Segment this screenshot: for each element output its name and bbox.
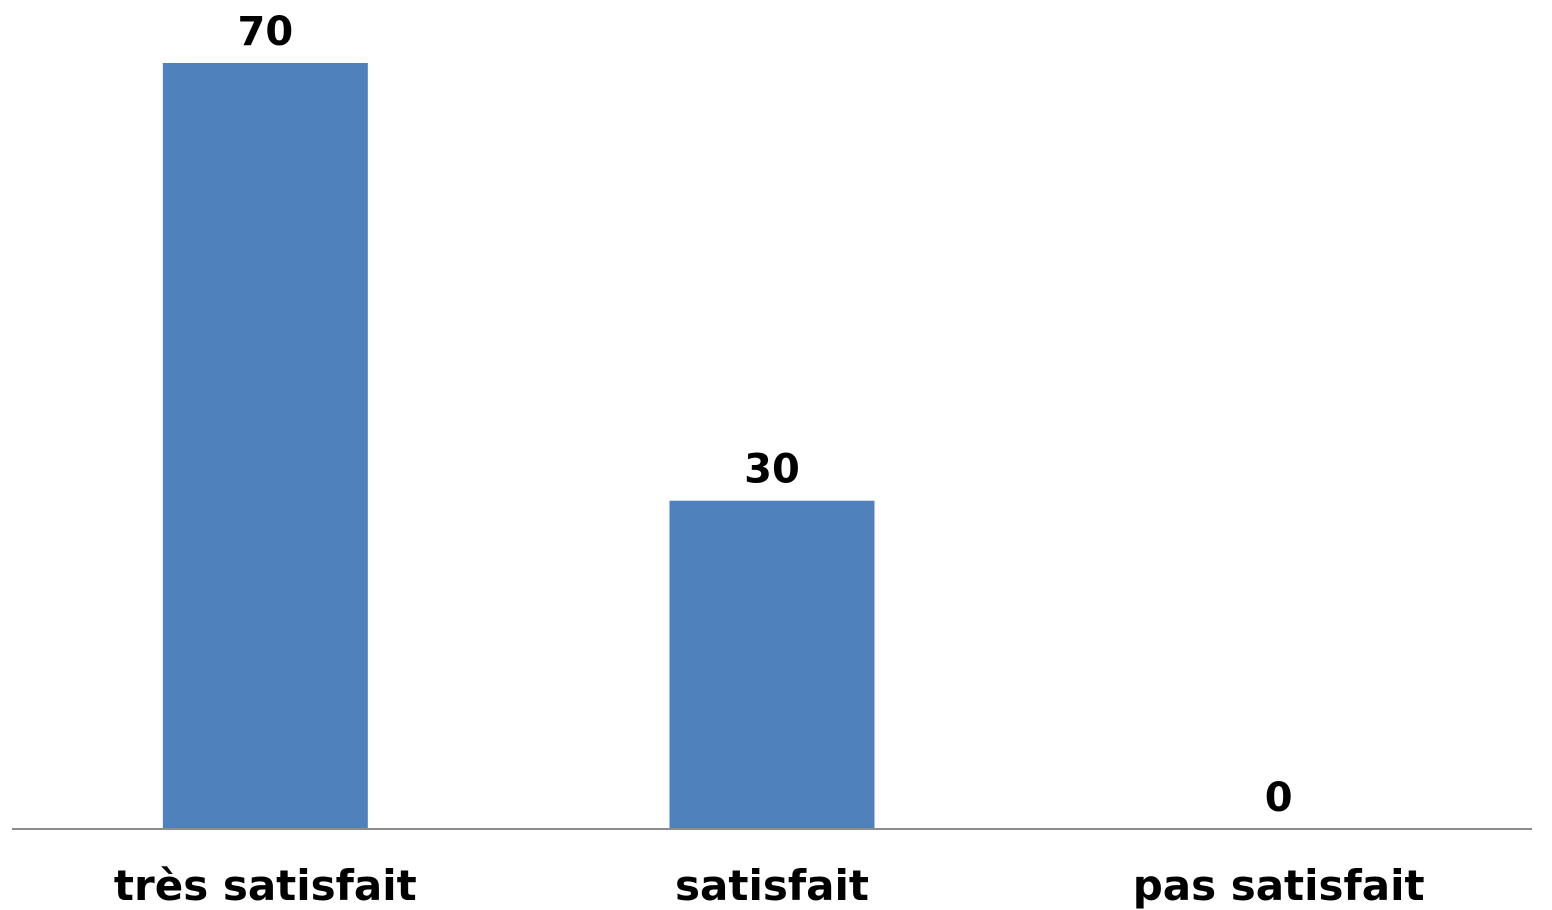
data-label-0: 70 <box>237 9 293 55</box>
bar-0 <box>162 63 368 829</box>
category-label-2: pas satisfait <box>1133 861 1425 910</box>
data-label-1: 30 <box>744 447 800 493</box>
bar-1 <box>669 500 875 829</box>
data-label-2: 0 <box>1265 775 1293 821</box>
category-label-1: satisfait <box>675 861 869 910</box>
bars-group <box>162 63 875 829</box>
category-labels-group: très satisfait satisfait pas satisfait <box>114 861 1425 910</box>
category-label-0: très satisfait <box>114 861 417 910</box>
data-labels-group: 70 30 0 <box>237 9 1292 821</box>
